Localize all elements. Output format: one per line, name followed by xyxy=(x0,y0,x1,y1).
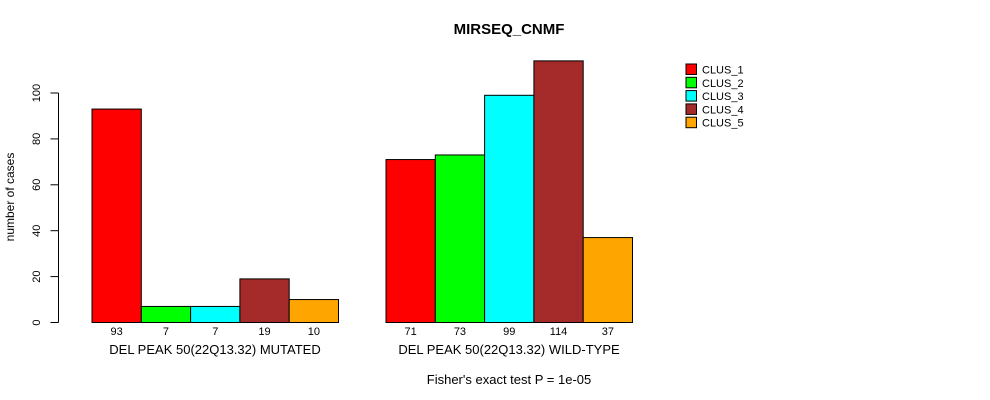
y-axis-tick-label: 0 xyxy=(31,319,43,325)
y-axis-tick-label: 80 xyxy=(31,133,43,145)
bar-clus_1 xyxy=(91,108,142,323)
group-label-mutated: DEL PEAK 50(22Q13.32) MUTATED xyxy=(109,342,320,357)
legend-label-clus_1: CLUS_1 xyxy=(702,65,744,77)
bar-value-label: 73 xyxy=(454,326,466,338)
bar-clus_4 xyxy=(533,60,584,324)
y-axis-tick-label: 20 xyxy=(31,270,43,282)
fisher-test-annotation: Fisher's exact test P = 1e-05 xyxy=(427,372,591,387)
y-axis-tick-label: 100 xyxy=(31,84,43,102)
y-axis-tick-label: 60 xyxy=(31,179,43,191)
legend-label-clus_5: CLUS_5 xyxy=(702,118,744,130)
chart-title: MIRSEQ_CNMF xyxy=(454,21,565,38)
y-axis-tick-label: 40 xyxy=(31,225,43,237)
bar-value-label: 37 xyxy=(602,326,614,338)
bar-clus_5 xyxy=(288,299,340,323)
bar-value-label: 71 xyxy=(405,326,417,338)
bar-clus_5 xyxy=(582,237,634,324)
bar-clus_3 xyxy=(484,94,535,323)
bar-value-label: 114 xyxy=(550,326,568,338)
bar-value-label: 7 xyxy=(212,326,218,338)
bar-clus_4 xyxy=(239,278,290,323)
legend-label-clus_3: CLUS_3 xyxy=(702,91,744,103)
legend-label-clus_4: CLUS_4 xyxy=(702,104,744,116)
legend-swatch-clus_5 xyxy=(685,116,697,129)
legend-swatch-clus_4 xyxy=(685,103,697,115)
bar-clus_2 xyxy=(140,305,192,323)
bar-value-label: 10 xyxy=(308,326,320,338)
bar-value-label: 19 xyxy=(258,326,270,338)
legend-swatch-clus_3 xyxy=(685,90,697,102)
bar-value-label: 7 xyxy=(163,326,169,338)
bar-clus_2 xyxy=(434,154,486,323)
y-axis-label: number of cases xyxy=(3,153,17,242)
bar-value-label: 99 xyxy=(503,326,515,338)
bar-value-label: 93 xyxy=(111,326,123,338)
legend-swatch-clus_1 xyxy=(685,63,697,75)
group-label-wildtype: DEL PEAK 50(22Q13.32) WILD-TYPE xyxy=(398,342,620,357)
bar-clus_3 xyxy=(190,305,241,323)
legend-label-clus_2: CLUS_2 xyxy=(702,78,744,90)
bar-clus_1 xyxy=(385,159,436,323)
legend-swatch-clus_2 xyxy=(685,76,697,89)
